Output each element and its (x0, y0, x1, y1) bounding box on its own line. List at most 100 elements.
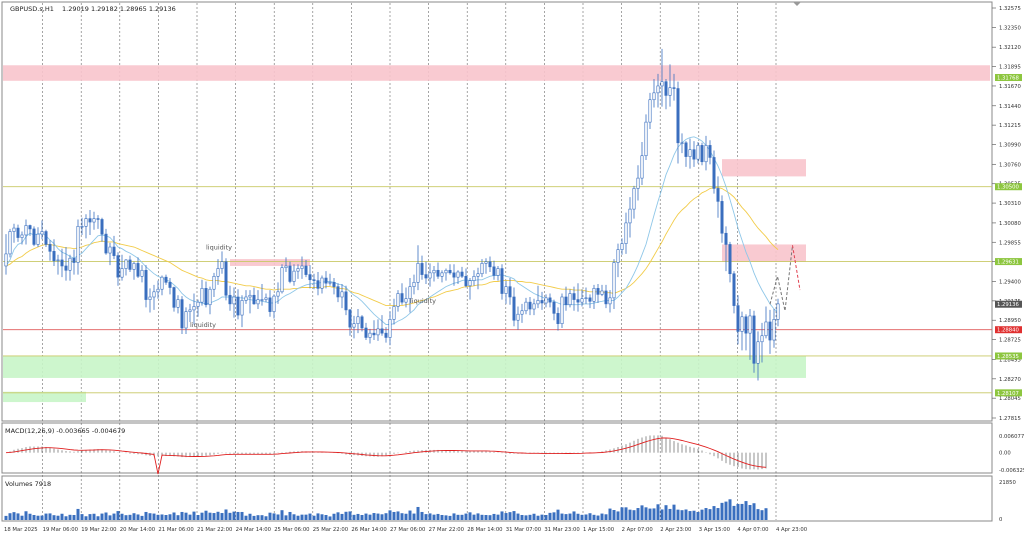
candle-body (696, 145, 700, 160)
volume-bar (168, 514, 172, 520)
candle-body (104, 233, 108, 254)
candle-body (708, 145, 712, 158)
volume-bar (216, 511, 220, 520)
candle-body (260, 299, 264, 301)
candle-body (192, 306, 196, 311)
volume-bar (764, 508, 768, 520)
volume-bar (288, 511, 292, 520)
candle-body (116, 255, 120, 278)
slow-ma-line (5, 187, 779, 307)
fast-ma-line (5, 136, 779, 325)
volume-bar (524, 515, 528, 520)
candle-body (4, 253, 8, 267)
candle-body (644, 121, 648, 157)
candle-body (576, 299, 580, 303)
annotations: liquidity liquidity liquidity (190, 244, 436, 330)
candles[interactable] (4, 48, 780, 381)
candle-body (712, 157, 716, 189)
volume-bar (24, 511, 28, 520)
volume-bar (620, 507, 624, 520)
candle-body (312, 279, 316, 281)
candle-body (148, 296, 152, 300)
price-tag-label: 1.28840 (997, 328, 1020, 334)
candle-body (588, 297, 592, 302)
candle-body (600, 290, 604, 295)
candle-body (128, 259, 132, 270)
candle-body (264, 297, 268, 300)
volume-bar (540, 514, 544, 520)
candle-body (256, 299, 260, 305)
volume-bar (380, 514, 384, 520)
volume-bar (420, 511, 424, 520)
candle-body (532, 303, 536, 310)
volume-bar (60, 513, 64, 520)
candle-body (324, 277, 328, 284)
volume-bar (632, 510, 636, 520)
price-tag-label: 1.30500 (997, 185, 1020, 191)
volume-bar (156, 514, 160, 520)
candle-body (552, 301, 556, 314)
volume-bar (212, 513, 216, 520)
candle-body (332, 282, 336, 287)
candle-body (656, 85, 660, 94)
price-tag-green (995, 74, 1022, 82)
candle-body (424, 274, 428, 279)
volume-bar (400, 513, 404, 520)
candle-body (168, 282, 172, 288)
volume-bar (564, 514, 568, 520)
candle-body (704, 145, 708, 163)
candle-body (300, 265, 304, 269)
price-tag-green (995, 258, 1022, 266)
candle-body (364, 327, 368, 338)
volume-bar (452, 513, 456, 520)
chart-shift-marker-icon[interactable] (793, 2, 801, 6)
price-tag-label: 1.28535 (997, 354, 1019, 360)
candle-body (252, 294, 256, 305)
volume-bar (312, 515, 316, 520)
candle-body (388, 319, 392, 338)
time-tick-label: 31 Mar 23:00 (544, 527, 580, 533)
moving-averages (5, 136, 779, 325)
candle-body (740, 316, 744, 332)
candle-body (488, 261, 492, 268)
candle-body (88, 218, 92, 223)
candle-body (8, 231, 12, 255)
volume-bar (724, 501, 728, 520)
volume-bar (40, 515, 44, 520)
volume-bar (412, 513, 416, 520)
volume-bar (384, 513, 388, 520)
candle-body (396, 293, 400, 307)
candle-body (628, 208, 632, 224)
candle-body (92, 218, 96, 223)
candle-body (640, 155, 644, 179)
candle-body (392, 306, 396, 320)
volume-bar (4, 515, 8, 520)
candle-body (636, 177, 640, 189)
volume-bar (748, 505, 752, 520)
candle-body (592, 288, 596, 302)
volume-bar (52, 515, 56, 520)
candle-body (616, 249, 620, 263)
time-tick-label: 31 Mar 07:00 (506, 527, 542, 533)
candle-body (240, 300, 244, 316)
candle-body (520, 310, 524, 315)
volume-bar (344, 511, 348, 520)
candle-body (60, 259, 64, 267)
volume-bar (260, 515, 264, 520)
volume-bar (720, 502, 724, 520)
volume-bar (72, 515, 76, 520)
volume-bar (636, 508, 640, 520)
time-tick-label: 25 Mar 06:00 (274, 527, 310, 533)
time-tick-label: 27 Mar 06:00 (390, 527, 426, 533)
candle-body (156, 288, 160, 293)
macd-tick-label: 0.00 (999, 451, 1011, 457)
volume-bar (644, 507, 648, 520)
volume-bar (668, 508, 672, 520)
symbol-label: GBPUSD.s,H1 (10, 5, 54, 13)
volume-bar (296, 515, 300, 520)
volume-bar (12, 512, 16, 520)
volume-bar (404, 513, 408, 520)
candle-body (408, 286, 412, 300)
liquidity-annotation: liquidity (410, 297, 436, 305)
